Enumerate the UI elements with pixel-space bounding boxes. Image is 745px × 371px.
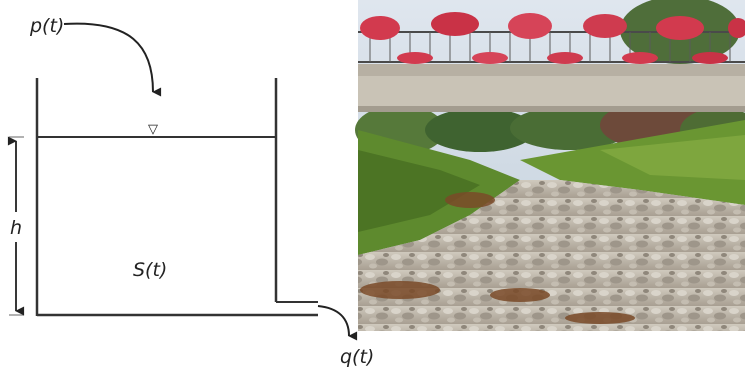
water-level-symbol: ▽ xyxy=(148,122,158,137)
riverbed-photo xyxy=(355,0,745,331)
reservoir-diagram: p(t) ▽ q(t) h S(t) xyxy=(7,15,374,368)
outflow-arrow xyxy=(317,305,358,341)
gravel-riverbed xyxy=(358,180,745,331)
bridge xyxy=(358,12,745,112)
outflow-label: q(t) xyxy=(340,346,374,368)
leaf-debris xyxy=(360,192,635,324)
inflow-arrow xyxy=(63,22,162,97)
flower-boxes xyxy=(360,12,745,64)
storage-label: S(t) xyxy=(133,259,167,281)
depth-label: h xyxy=(10,217,22,239)
inflow-label: p(t) xyxy=(29,15,64,37)
